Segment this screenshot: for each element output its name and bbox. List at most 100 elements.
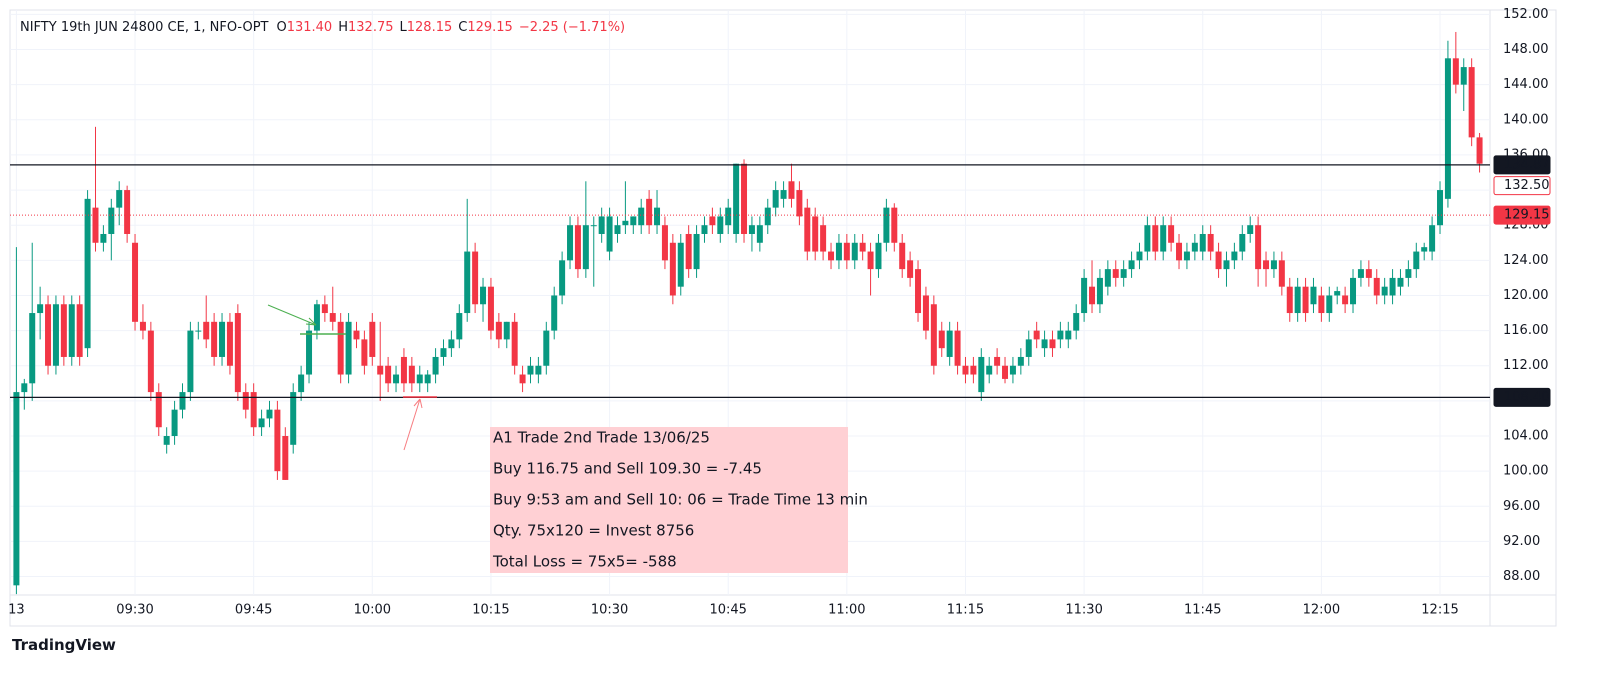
candle-body — [598, 216, 605, 234]
y-tick-label: 88.00 — [1503, 569, 1540, 584]
candle-body — [29, 313, 36, 384]
candle-body — [480, 286, 487, 305]
candle-body — [1104, 269, 1111, 287]
price-label-box — [1493, 387, 1551, 407]
candle-body — [1444, 58, 1451, 199]
candle-body — [796, 190, 803, 217]
candle-body — [875, 242, 882, 270]
candle-body — [741, 163, 748, 234]
candle-body — [1476, 137, 1483, 164]
candle-body — [337, 321, 344, 375]
candle-body — [922, 295, 929, 331]
y-tick-label: 100.00 — [1503, 464, 1549, 479]
candle-body — [590, 225, 597, 227]
ohlc-value: 128.15 — [406, 20, 453, 35]
candle-body — [780, 190, 787, 199]
candle-body — [954, 330, 961, 366]
candle-body — [1136, 251, 1143, 261]
candle-body — [1381, 286, 1388, 296]
candle-body — [1168, 225, 1175, 243]
candle-body — [669, 242, 676, 296]
candle-body — [1460, 67, 1467, 85]
candle-body — [606, 216, 613, 252]
candle-body — [361, 339, 368, 366]
annotation-line: Buy 116.75 and Sell 109.30 = -7.45 — [493, 460, 762, 478]
candle-body — [511, 321, 518, 366]
candle-body — [1231, 251, 1238, 261]
candle-body — [92, 207, 99, 243]
candle-body — [464, 251, 471, 314]
candle-body — [132, 242, 139, 322]
candle-body — [266, 409, 273, 419]
symbol-title: NIFTY 19th JUN 24800 CE, 1, NFO-OPT — [20, 20, 269, 35]
candle-body — [495, 321, 502, 340]
candle-body — [108, 207, 115, 234]
ohlc-key: C — [458, 20, 468, 35]
candle-body — [930, 304, 937, 366]
candle-body — [1096, 277, 1103, 305]
candle-body — [828, 251, 835, 261]
candle-body — [962, 365, 969, 375]
candle-body — [1350, 277, 1357, 305]
ohlc-key: H — [338, 20, 348, 35]
candle-body — [1294, 286, 1301, 314]
y-tick-label: 104.00 — [1503, 429, 1549, 444]
y-tick-label: 112.00 — [1503, 358, 1549, 373]
candle-body — [1278, 260, 1285, 287]
y-tick-label: 148.00 — [1503, 42, 1549, 57]
candle-body — [1081, 277, 1088, 314]
candle-body — [258, 418, 265, 428]
candle-body — [1199, 233, 1206, 252]
candle-body — [1041, 339, 1048, 349]
candle-body — [1002, 365, 1009, 379]
price-label: 129.15 — [1504, 208, 1550, 223]
candle-body — [535, 365, 542, 375]
candle-body — [527, 365, 534, 375]
candle-body — [891, 207, 898, 243]
candle-body — [646, 198, 653, 226]
candle-body — [859, 242, 866, 252]
candle-body — [211, 321, 218, 357]
price-label: 108.40 — [1504, 390, 1550, 405]
candle-body — [203, 321, 210, 340]
candle-body — [416, 374, 423, 384]
candle-body — [1310, 286, 1317, 305]
annotation-box — [490, 427, 848, 573]
candle-body — [1413, 251, 1420, 270]
candle-body — [693, 233, 700, 270]
y-tick-label: 152.00 — [1503, 7, 1549, 22]
candle-body — [519, 374, 526, 384]
candle-body — [100, 233, 107, 243]
x-tick-label: 11:30 — [1065, 603, 1102, 618]
sell-arrow-head — [413, 398, 423, 409]
candle-body — [567, 225, 574, 261]
y-tick-label: 96.00 — [1503, 499, 1540, 514]
annotation-line: A1 Trade 2nd Trade 13/06/25 — [493, 429, 710, 447]
candle-body — [440, 348, 447, 357]
candle-body — [1373, 277, 1380, 296]
candle-body — [574, 225, 581, 270]
ohlc-value: 129.15 — [467, 20, 513, 35]
candle-body — [701, 225, 708, 234]
sell-arrow — [403, 398, 421, 451]
candle-body — [820, 225, 827, 252]
candle-body — [1144, 225, 1151, 252]
candle-body — [1112, 269, 1119, 278]
candle-body — [242, 392, 249, 410]
candle-body — [804, 207, 811, 252]
candle-body — [938, 330, 945, 349]
brand: TradingView — [12, 636, 116, 654]
candle-body — [377, 365, 384, 375]
candle-body — [843, 242, 850, 261]
candle-body — [1437, 190, 1444, 226]
legend: NIFTY 19th JUN 24800 CE, 1, NFO-OPT O131.… — [20, 20, 631, 35]
grid — [10, 10, 1490, 595]
candle-body — [21, 383, 28, 393]
candle-body — [1128, 260, 1135, 270]
candle-body — [788, 181, 795, 199]
x-tick-label: 10:15 — [472, 603, 509, 618]
candle-body — [37, 304, 44, 314]
price-label: 132.50 — [1504, 178, 1550, 193]
ohlc-value: 131.40 — [286, 20, 333, 35]
candle-body — [907, 260, 914, 278]
